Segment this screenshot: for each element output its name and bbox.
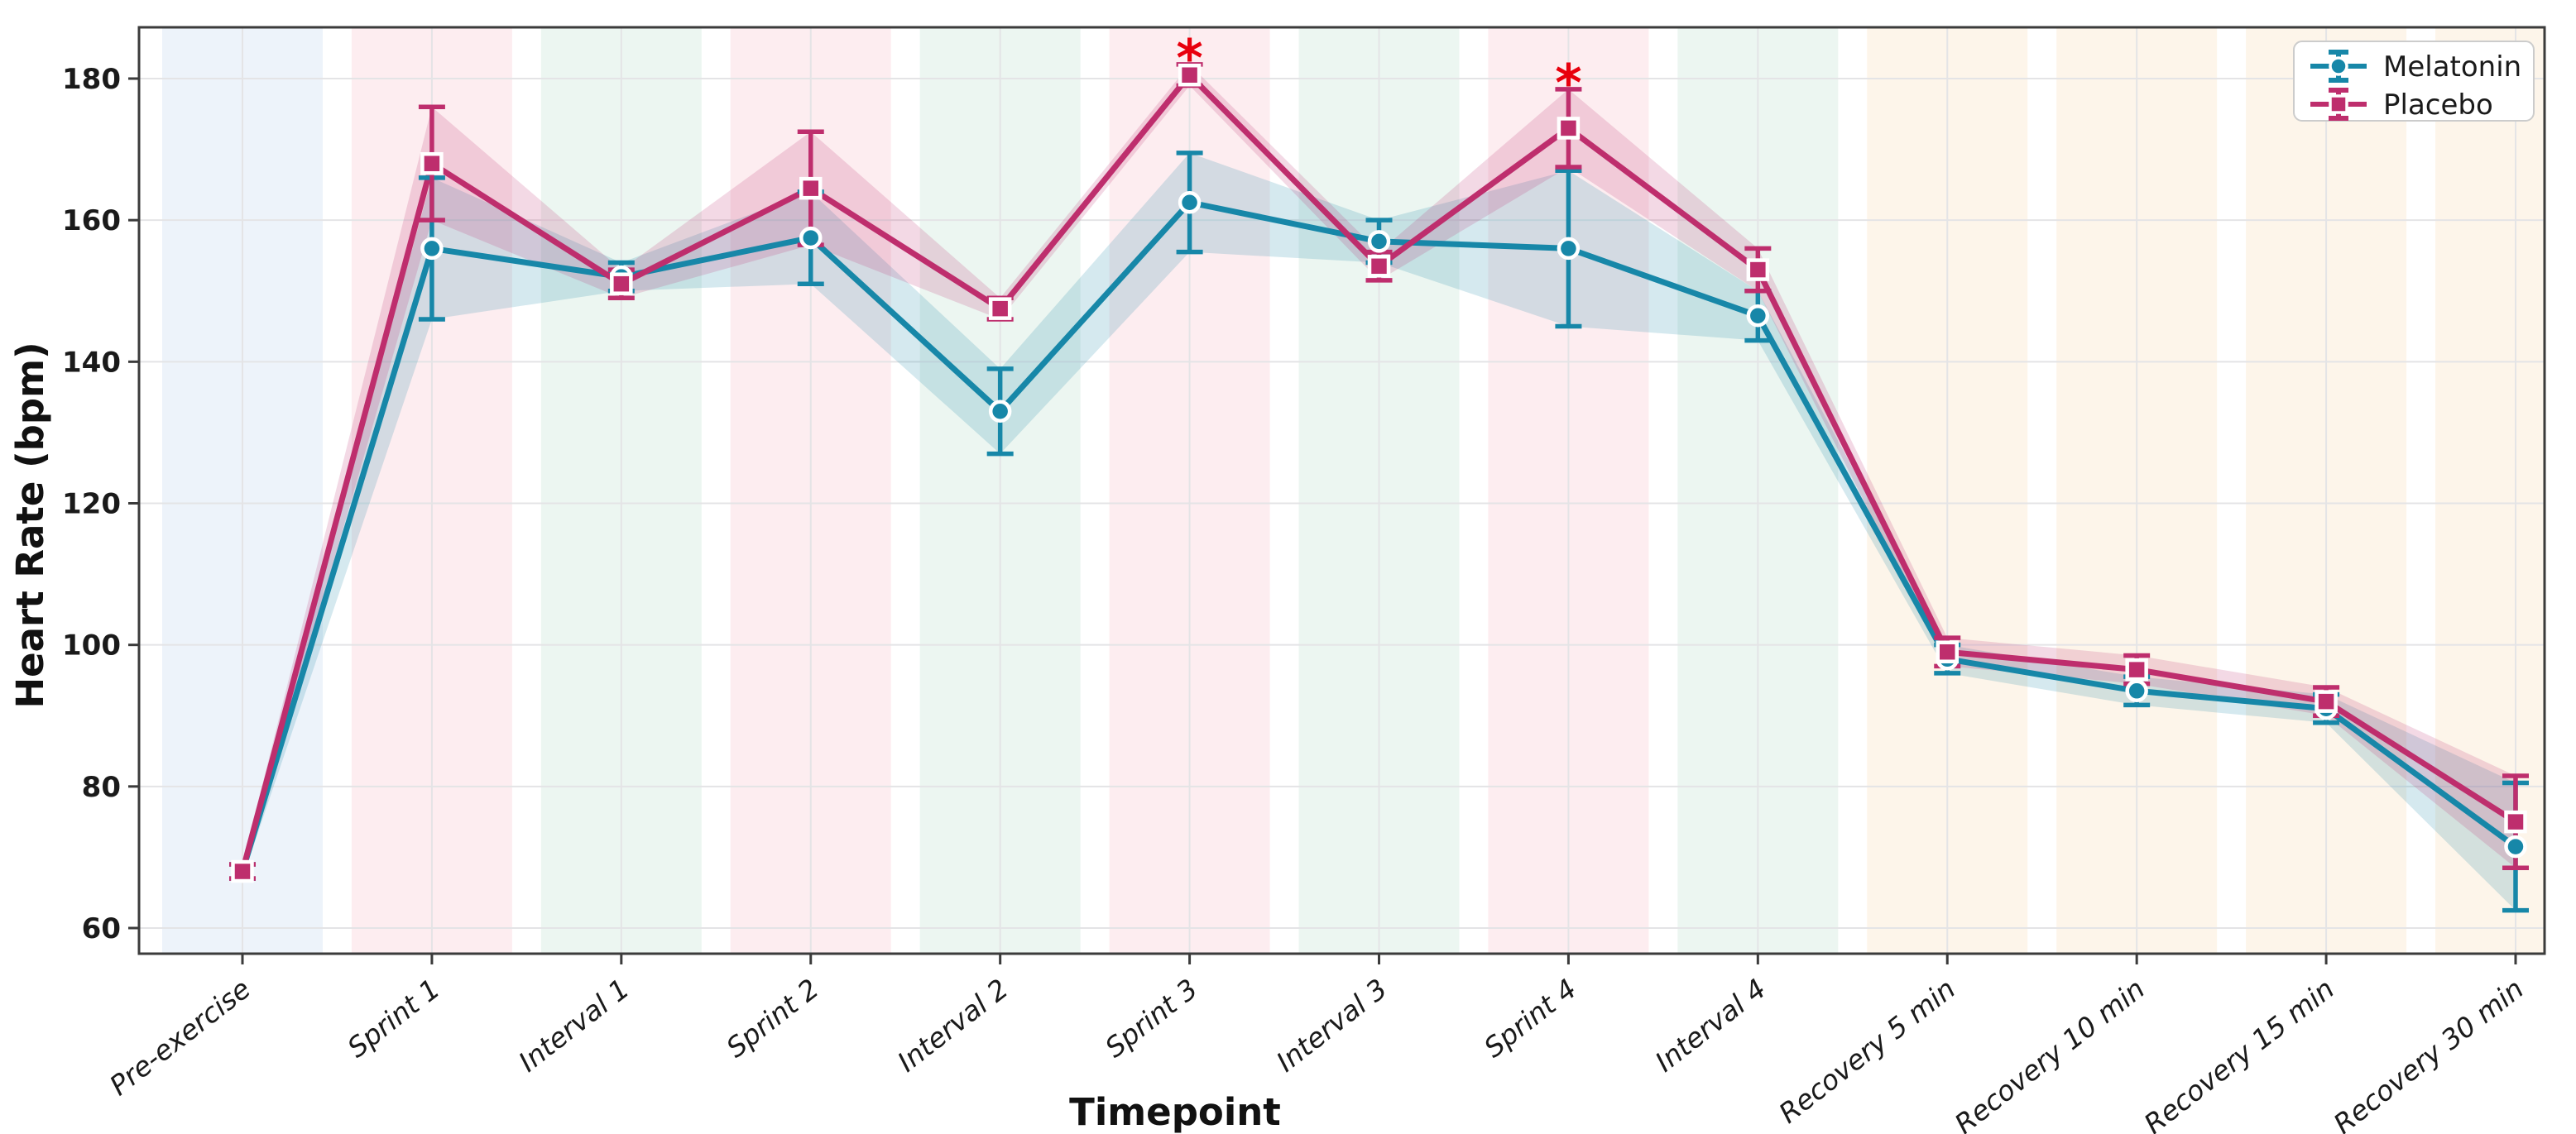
data-point-placebo [1557,117,1581,140]
data-point-placebo [1936,640,1959,663]
y-tick-label: 140 [62,346,121,379]
y-tick-label: 100 [62,629,121,663]
significance-star: * [1176,28,1202,89]
data-point-placebo [2125,658,2148,682]
data-point-placebo [1178,63,1202,87]
y-tick-label: 80 [82,771,121,804]
legend-marker [2329,56,2348,76]
data-point-melatonin [2125,679,2148,703]
x-tick-label: Interval 3 [1270,973,1393,1079]
data-point-placebo [1367,255,1391,278]
x-tick-label: Sprint 2 [720,973,824,1065]
data-markers [231,63,2527,883]
data-point-melatonin [1367,230,1391,253]
data-point-melatonin [1557,237,1581,261]
data-point-placebo [1746,258,1770,281]
data-point-placebo [988,297,1012,320]
x-tick-label: Interval 2 [891,973,1014,1079]
data-point-melatonin [2504,835,2527,859]
legend-item-placebo: Placebo [2310,88,2493,122]
confidence-area-placebo [242,64,2516,879]
data-point-melatonin [1178,191,1202,214]
x-tick-label: Recovery 15 min [2138,973,2340,1134]
data-point-melatonin [799,226,823,250]
phase-bands [162,27,2545,954]
y-axis-title: Heart Rate (bpm) [8,342,52,708]
axis-ticks [128,77,2517,964]
plot-border [137,26,2546,955]
x-tick-label: Sprint 1 [341,973,445,1065]
data-point-placebo [2504,810,2527,834]
y-tick-label: 120 [62,488,121,521]
x-tick-label: Sprint 4 [1478,973,1582,1065]
x-tick-label: Recovery 10 min [1949,973,2151,1134]
x-tick-label: Interval 1 [512,973,635,1079]
x-tick-label: Recovery 30 min [2328,973,2530,1134]
x-tick-label: Sprint 3 [1099,973,1203,1065]
data-point-placebo [231,859,254,883]
x-axis-title: Timepoint [1069,1090,1281,1134]
legend-box [2293,41,2535,122]
legend-label: Placebo [2383,89,2493,122]
y-tick-label: 160 [62,204,121,237]
legend-marker [2329,94,2348,114]
significance-star: * [1555,53,1581,113]
data-point-melatonin [420,237,444,261]
data-point-placebo [420,151,444,175]
data-point-placebo [610,272,633,295]
x-tick-label: Recovery 5 min [1772,973,1961,1130]
legend: Melatonin Placebo [2293,41,2535,122]
data-point-placebo [2315,690,2338,713]
data-point-melatonin [988,400,1012,423]
data-point-melatonin [1746,304,1770,328]
legend-label: Melatonin [2383,50,2521,84]
x-tick-label: Interval 4 [1649,973,1772,1079]
x-tick-label: Pre-exercise [103,973,257,1102]
gridlines [139,27,2545,954]
data-point-placebo [799,176,823,200]
y-tick-label: 180 [62,63,121,96]
confidence-areas [242,64,2516,911]
confidence-area-melatonin [242,152,2516,911]
significance-annotations: * * [1176,28,1581,113]
y-tick-label: 60 [82,912,121,945]
legend-item-melatonin: Melatonin [2310,50,2521,84]
